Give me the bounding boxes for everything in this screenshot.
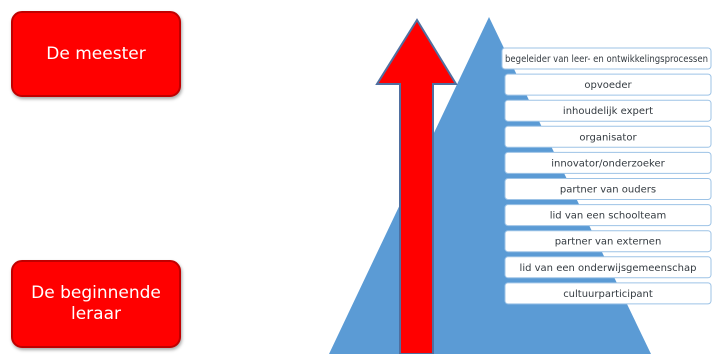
role-box xyxy=(504,204,712,227)
role-box xyxy=(504,151,712,174)
role-label: begeleider van leer- en ontwikkelingspro… xyxy=(505,54,708,65)
level-box-beginner: De beginnende leraar xyxy=(11,260,181,348)
role-box xyxy=(504,256,712,279)
level-box-master: De meester xyxy=(11,11,181,97)
growth-arrow-icon xyxy=(375,18,458,354)
level-label-master: De meester xyxy=(46,43,146,64)
role-box xyxy=(504,73,712,96)
role-label: opvoeder xyxy=(584,80,632,91)
role-label: cultuurparticipant xyxy=(563,289,653,300)
role-label: lid van een schoolteam xyxy=(550,211,666,222)
role-box xyxy=(504,125,712,148)
role-label: organisator xyxy=(579,132,637,143)
role-box xyxy=(504,230,712,253)
role-label: partner van ouders xyxy=(560,185,656,196)
role-box xyxy=(501,47,712,70)
level-label-beginner: De beginnende leraar xyxy=(31,283,161,324)
role-label: partner van externen xyxy=(555,237,662,248)
role-label: inhoudelijk expert xyxy=(563,106,653,117)
role-label: innovator/onderzoeker xyxy=(551,158,665,169)
role-box xyxy=(504,99,712,122)
roles-list: begeleider van leer- en ontwikkelingspro… xyxy=(501,47,712,305)
role-label: lid van een onderwijsgemeenschap xyxy=(520,263,697,274)
role-box xyxy=(504,282,712,305)
role-box xyxy=(504,178,712,200)
